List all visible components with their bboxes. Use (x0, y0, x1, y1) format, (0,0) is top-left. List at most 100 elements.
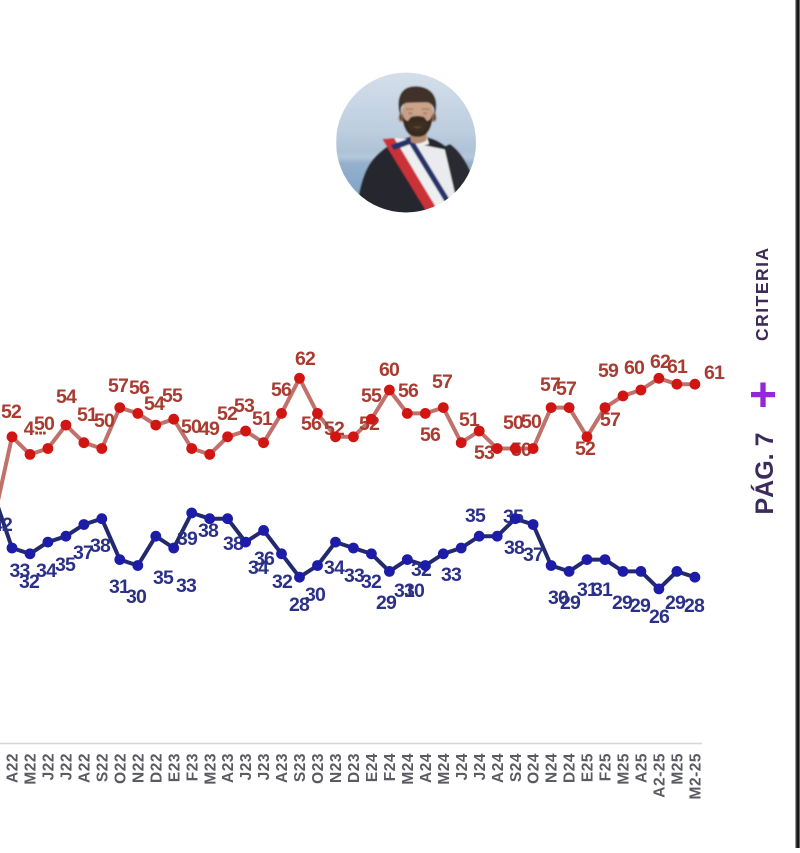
svg-text:29: 29 (665, 592, 686, 614)
svg-text:51: 51 (77, 404, 98, 426)
svg-text:J22: J22 (41, 753, 58, 780)
svg-text:32: 32 (361, 571, 382, 593)
svg-text:F23: F23 (184, 753, 201, 781)
svg-text:D22: D22 (148, 753, 165, 783)
svg-text:38: 38 (198, 520, 219, 542)
svg-text:50: 50 (34, 413, 55, 435)
svg-text:CRITERIA: CRITERIA (752, 246, 772, 341)
svg-text:J23: J23 (238, 753, 255, 780)
svg-text:29: 29 (376, 592, 397, 614)
svg-text:52: 52 (575, 438, 596, 460)
svg-text:38: 38 (504, 537, 525, 559)
svg-text:M25: M25 (670, 753, 687, 785)
svg-text:35: 35 (55, 554, 76, 576)
svg-text:55: 55 (361, 385, 382, 407)
svg-text:O22: O22 (112, 753, 129, 784)
svg-text:E23: E23 (166, 753, 183, 782)
svg-text:M23: M23 (202, 753, 219, 785)
svg-text:S24: S24 (508, 753, 525, 782)
svg-text:...: ... (34, 418, 47, 440)
svg-text:N22: N22 (130, 753, 147, 783)
svg-text:34: 34 (324, 557, 345, 579)
svg-text:A23: A23 (220, 753, 237, 783)
svg-text:30: 30 (404, 580, 425, 602)
svg-text:32: 32 (19, 571, 40, 593)
svg-text:60: 60 (379, 359, 400, 381)
svg-text:26: 26 (649, 606, 670, 628)
svg-text:37: 37 (523, 544, 543, 566)
svg-text:J22: J22 (59, 753, 76, 780)
svg-text:49: 49 (199, 418, 220, 440)
svg-text:28: 28 (684, 595, 705, 617)
svg-text:36: 36 (254, 548, 275, 570)
svg-text:4: 4 (24, 418, 35, 440)
svg-text:N24: N24 (544, 753, 561, 783)
svg-text:57: 57 (556, 378, 576, 400)
svg-text:E25: E25 (580, 753, 597, 782)
svg-text:M22: M22 (23, 753, 40, 785)
svg-text:31: 31 (109, 576, 130, 598)
svg-text:A24: A24 (490, 753, 507, 783)
svg-text:38: 38 (223, 533, 244, 555)
svg-text:A22: A22 (77, 753, 94, 783)
svg-text:E24: E24 (364, 753, 381, 782)
svg-text:29: 29 (612, 592, 633, 614)
svg-text:33: 33 (441, 564, 462, 586)
svg-text:54: 54 (56, 386, 77, 408)
svg-text:37: 37 (73, 542, 93, 564)
svg-text:33: 33 (344, 565, 365, 587)
svg-text:29: 29 (630, 595, 651, 617)
svg-text:38: 38 (90, 535, 111, 557)
svg-text:32: 32 (272, 571, 293, 593)
svg-text:O23: O23 (310, 753, 327, 784)
svg-text:M2-25: M2-25 (688, 753, 705, 799)
svg-text:D24: D24 (562, 753, 579, 783)
svg-text:PÁG. 7: PÁG. 7 (750, 433, 779, 515)
svg-text:S23: S23 (292, 753, 309, 782)
svg-text:56: 56 (271, 379, 292, 401)
svg-text:60: 60 (624, 357, 645, 379)
svg-text:50: 50 (503, 412, 524, 434)
svg-text:50: 50 (521, 411, 542, 433)
svg-text:A23: A23 (274, 753, 291, 783)
svg-text:30: 30 (305, 584, 326, 606)
svg-text:54: 54 (144, 393, 165, 415)
svg-text:N23: N23 (328, 753, 345, 783)
svg-text:33: 33 (176, 575, 197, 597)
svg-text:31: 31 (592, 579, 613, 601)
svg-text:D23: D23 (346, 753, 363, 783)
svg-text:34: 34 (36, 560, 57, 582)
svg-text:J24: J24 (472, 753, 489, 780)
svg-text:57: 57 (600, 409, 620, 431)
svg-text:29: 29 (560, 592, 581, 614)
svg-text:51: 51 (459, 409, 480, 431)
svg-text:50: 50 (94, 410, 115, 432)
svg-text:O24: O24 (526, 753, 543, 784)
svg-text:52: 52 (1, 401, 22, 423)
svg-text:30: 30 (126, 586, 147, 608)
svg-text:56: 56 (398, 380, 419, 402)
svg-text:M24: M24 (436, 753, 453, 785)
svg-text:56: 56 (129, 377, 150, 399)
svg-text:59: 59 (598, 360, 619, 382)
svg-text:33: 33 (9, 560, 30, 582)
svg-text:A24: A24 (418, 753, 435, 783)
svg-text:M24: M24 (400, 753, 417, 785)
svg-text:61: 61 (704, 362, 725, 384)
svg-text:62: 62 (295, 348, 316, 370)
svg-text:50: 50 (181, 416, 202, 438)
svg-text:A25: A25 (634, 753, 651, 783)
svg-text:53: 53 (234, 395, 255, 417)
svg-text:S22: S22 (94, 753, 111, 782)
svg-text:42: 42 (0, 514, 13, 536)
svg-text:J24: J24 (454, 753, 471, 780)
svg-text:39: 39 (177, 528, 198, 550)
svg-text:56: 56 (420, 424, 441, 446)
svg-text:52: 52 (217, 403, 238, 425)
svg-text:M25: M25 (616, 753, 633, 785)
svg-text:55: 55 (162, 385, 183, 407)
svg-text:62: 62 (650, 351, 671, 373)
svg-text:61: 61 (667, 356, 688, 378)
svg-text:57: 57 (108, 375, 128, 397)
svg-text:A22: A22 (5, 753, 22, 783)
